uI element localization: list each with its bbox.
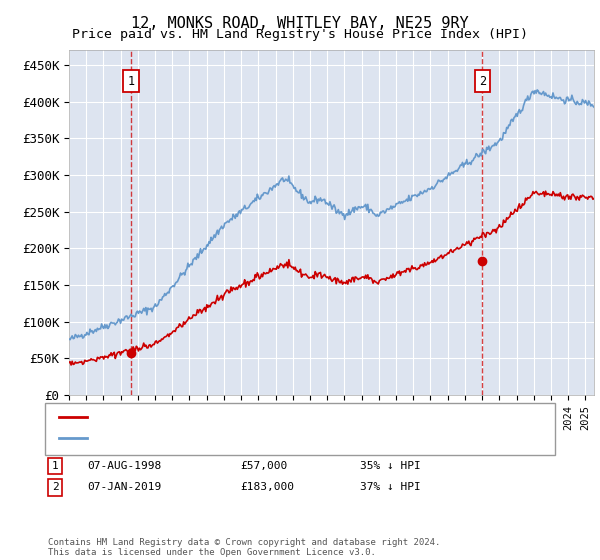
Text: 2: 2 [479,74,486,87]
Text: 1: 1 [127,74,134,87]
Text: 1: 1 [52,461,59,471]
Text: HPI: Average price, detached house, North Tyneside: HPI: Average price, detached house, Nort… [93,433,418,444]
Text: £57,000: £57,000 [240,461,287,471]
Text: 07-JAN-2019: 07-JAN-2019 [87,482,161,492]
Text: Price paid vs. HM Land Registry's House Price Index (HPI): Price paid vs. HM Land Registry's House … [72,28,528,41]
Text: 12, MONKS ROAD, WHITLEY BAY, NE25 9RY: 12, MONKS ROAD, WHITLEY BAY, NE25 9RY [131,16,469,31]
Text: 12, MONKS ROAD, WHITLEY BAY, NE25 9RY (detached house): 12, MONKS ROAD, WHITLEY BAY, NE25 9RY (d… [93,412,444,422]
Text: 07-AUG-1998: 07-AUG-1998 [87,461,161,471]
Text: Contains HM Land Registry data © Crown copyright and database right 2024.
This d: Contains HM Land Registry data © Crown c… [48,538,440,557]
Text: 35% ↓ HPI: 35% ↓ HPI [360,461,421,471]
Text: 37% ↓ HPI: 37% ↓ HPI [360,482,421,492]
Text: £183,000: £183,000 [240,482,294,492]
Text: 2: 2 [52,482,59,492]
